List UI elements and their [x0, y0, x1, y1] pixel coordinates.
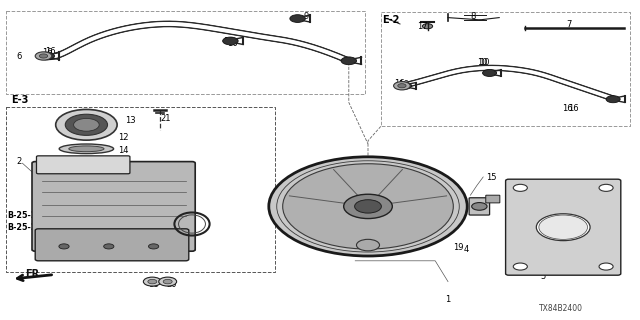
Text: TX84B2400: TX84B2400 — [539, 304, 583, 313]
Circle shape — [398, 84, 406, 88]
Text: 12: 12 — [118, 133, 129, 142]
Text: 20: 20 — [166, 280, 177, 289]
Circle shape — [472, 203, 487, 210]
Text: 16: 16 — [394, 79, 404, 88]
FancyBboxPatch shape — [506, 179, 621, 275]
Text: 16: 16 — [562, 104, 573, 113]
Circle shape — [148, 279, 157, 284]
Circle shape — [223, 37, 238, 45]
Text: 8: 8 — [470, 12, 476, 20]
Circle shape — [599, 184, 613, 191]
Circle shape — [536, 214, 590, 241]
Circle shape — [394, 82, 410, 90]
Text: 19: 19 — [453, 244, 463, 252]
Text: 11: 11 — [448, 188, 458, 196]
Text: 10: 10 — [477, 58, 487, 67]
Circle shape — [344, 194, 392, 219]
Circle shape — [355, 200, 381, 213]
Text: 16: 16 — [45, 47, 56, 56]
FancyBboxPatch shape — [32, 162, 195, 251]
Circle shape — [143, 277, 161, 286]
Text: 15: 15 — [486, 173, 497, 182]
Ellipse shape — [60, 144, 114, 154]
Text: 4: 4 — [464, 245, 469, 254]
Circle shape — [269, 157, 467, 256]
FancyBboxPatch shape — [35, 229, 189, 261]
Circle shape — [283, 164, 453, 249]
Circle shape — [148, 244, 159, 249]
Text: 6: 6 — [16, 52, 21, 60]
Text: 9: 9 — [304, 12, 309, 20]
Circle shape — [606, 96, 620, 103]
Circle shape — [39, 52, 54, 60]
Text: 2: 2 — [16, 157, 21, 166]
Text: 19: 19 — [563, 192, 573, 201]
Text: E-2: E-2 — [382, 15, 399, 25]
Text: 16: 16 — [568, 104, 579, 113]
Circle shape — [163, 279, 172, 284]
Circle shape — [40, 54, 48, 58]
Text: 3: 3 — [182, 215, 188, 224]
Circle shape — [513, 263, 527, 270]
Text: 16: 16 — [227, 39, 238, 48]
Circle shape — [341, 57, 356, 65]
Text: B-25-20: B-25-20 — [8, 211, 42, 220]
Circle shape — [290, 15, 305, 22]
Text: 10: 10 — [479, 58, 489, 67]
Text: 17: 17 — [417, 22, 428, 31]
Text: 14: 14 — [118, 146, 129, 155]
Circle shape — [59, 244, 69, 249]
Text: 18: 18 — [148, 280, 159, 289]
Text: E-3: E-3 — [11, 95, 28, 105]
Circle shape — [356, 239, 380, 251]
Circle shape — [159, 277, 177, 286]
Text: 13: 13 — [125, 116, 136, 124]
Circle shape — [65, 114, 108, 135]
Circle shape — [483, 69, 497, 76]
Text: B-25-21: B-25-21 — [8, 223, 42, 232]
Text: 21: 21 — [160, 114, 170, 123]
Circle shape — [539, 215, 588, 239]
Text: 7: 7 — [566, 20, 572, 28]
Circle shape — [599, 263, 613, 270]
FancyBboxPatch shape — [36, 156, 130, 174]
Circle shape — [56, 109, 117, 140]
Text: 5: 5 — [541, 272, 546, 281]
Circle shape — [513, 184, 527, 191]
Circle shape — [104, 244, 114, 249]
Text: 1: 1 — [445, 295, 450, 304]
FancyBboxPatch shape — [486, 195, 500, 203]
Circle shape — [422, 24, 433, 29]
Circle shape — [74, 118, 99, 131]
Circle shape — [35, 52, 52, 60]
Ellipse shape — [69, 146, 104, 152]
Text: 16: 16 — [223, 37, 234, 46]
Text: FR.: FR. — [26, 268, 44, 279]
Text: 16: 16 — [398, 80, 409, 89]
Text: 16: 16 — [42, 48, 52, 57]
FancyBboxPatch shape — [469, 198, 490, 215]
Circle shape — [397, 82, 412, 89]
